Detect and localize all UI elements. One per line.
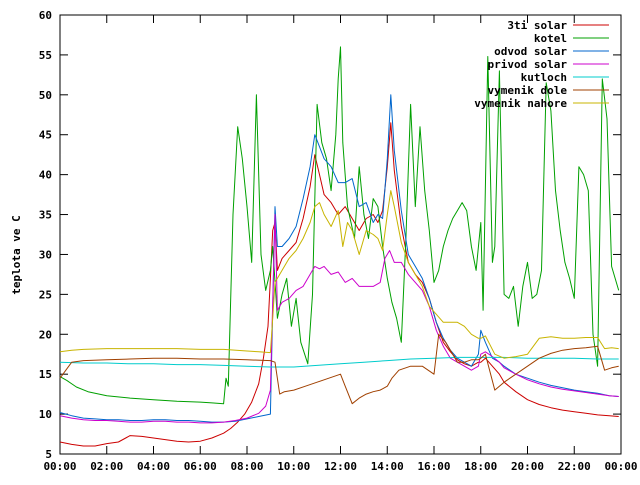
- y-tick-label: 5: [45, 448, 52, 461]
- x-tick-label: 02:00: [90, 460, 123, 473]
- series-line-odvod-solar: [59, 94, 619, 423]
- legend-label-vymenik-nahore: vymenik nahore: [474, 97, 567, 110]
- legend-label-privod-solar: privod solar: [488, 58, 568, 71]
- y-tick-label: 35: [39, 209, 52, 222]
- y-tick-label: 55: [39, 49, 52, 62]
- y-tick-label: 10: [39, 408, 52, 421]
- x-tick-label: 00:00: [604, 460, 637, 473]
- legend-label-kotel: kotel: [534, 32, 567, 45]
- legend-label-3ti-solar: 3ti solar: [507, 19, 567, 32]
- x-tick-label: 08:00: [230, 460, 263, 473]
- x-tick-label: 16:00: [417, 460, 450, 473]
- x-tick-label: 20:00: [511, 460, 544, 473]
- y-tick-label: 40: [39, 169, 52, 182]
- y-tick-label: 45: [39, 129, 52, 142]
- x-tick-label: 14:00: [371, 460, 404, 473]
- x-tick-label: 22:00: [558, 460, 591, 473]
- y-tick-label: 15: [39, 368, 52, 381]
- series-line-vymenik-nahore: [59, 190, 619, 359]
- x-axis: 00:00 02:00 04:00 06:00 08:00 10:00 12:00 14:00…: [43, 15, 638, 473]
- legend-label-kutloch: kutloch: [521, 71, 567, 84]
- y-tick-label: 20: [39, 328, 52, 341]
- x-tick-label: 10:00: [277, 460, 310, 473]
- y-tick-label: 60: [39, 9, 52, 22]
- y-axis-label: teplota ve C: [10, 215, 23, 294]
- x-tick-label: 18:00: [464, 460, 497, 473]
- series-line-vymenik-dole: [59, 333, 619, 405]
- series-line-privod-solar: [59, 214, 619, 424]
- y-axis: 5 10 15 20 25 30 35 40 45 50 55 60: [39, 9, 621, 461]
- legend-label-vymenik-dole: vymenik dole: [488, 84, 568, 97]
- x-tick-label: 12:00: [324, 460, 357, 473]
- y-tick-label: 25: [39, 288, 52, 301]
- x-tick-label: 06:00: [184, 460, 217, 473]
- series-line-kotel: [59, 46, 620, 405]
- x-tick-label: 00:00: [43, 460, 76, 473]
- series-line-kutloch: [59, 356, 619, 368]
- y-tick-label: 50: [39, 89, 52, 102]
- series-lines: [59, 46, 620, 447]
- legend-label-odvod-solar: odvod solar: [494, 45, 567, 58]
- y-tick-label: 30: [39, 248, 52, 261]
- series-line-3ti-solar: [59, 122, 619, 447]
- x-tick-label: 04:00: [137, 460, 170, 473]
